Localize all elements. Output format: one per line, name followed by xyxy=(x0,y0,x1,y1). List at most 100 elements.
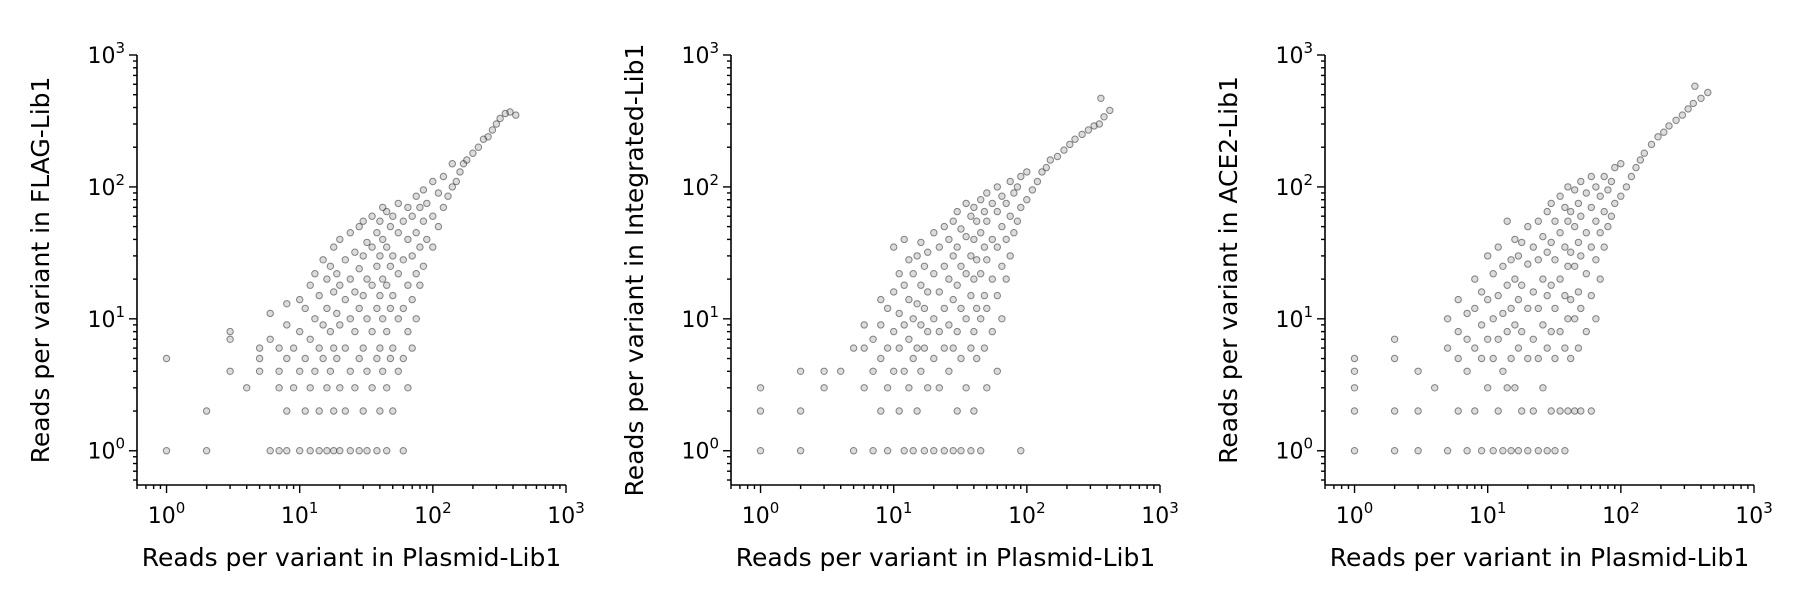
data-point xyxy=(900,321,908,329)
x-tick-label: 103 xyxy=(1735,499,1773,529)
data-point xyxy=(1587,291,1596,300)
data-point xyxy=(1503,281,1511,289)
data-point xyxy=(1611,199,1619,208)
data-point xyxy=(1571,186,1579,194)
data-point xyxy=(1443,344,1452,352)
data-point xyxy=(306,335,314,343)
data-point xyxy=(913,407,921,415)
data-point xyxy=(452,177,460,186)
data-point xyxy=(346,275,354,283)
data-point xyxy=(379,235,387,244)
x-tick-label: 101 xyxy=(1469,499,1507,529)
data-point xyxy=(983,304,991,313)
data-point xyxy=(913,344,921,352)
data-point xyxy=(469,149,477,157)
data-point xyxy=(301,354,309,363)
data-point xyxy=(399,354,407,363)
x-tick-label: 102 xyxy=(1602,499,1640,529)
data-point xyxy=(988,327,996,336)
data-point xyxy=(1561,291,1569,300)
data-point xyxy=(408,344,416,352)
data-point xyxy=(1543,248,1551,256)
scatter-panel-1: 100 101 102 103 100 101 102 103 Reads per varian… xyxy=(26,39,585,572)
data-point xyxy=(1390,354,1399,363)
data-point xyxy=(998,222,1006,231)
data-point xyxy=(935,288,943,296)
data-point xyxy=(1564,217,1572,225)
data-point xyxy=(924,327,932,336)
x-tick-label: 101 xyxy=(281,499,319,529)
data-point xyxy=(877,295,885,304)
data-point xyxy=(980,291,989,300)
data-point xyxy=(1431,384,1439,392)
data-point xyxy=(1507,256,1515,264)
data-point xyxy=(1507,304,1515,313)
data-point xyxy=(1564,315,1572,323)
y-tick-label: 102 xyxy=(681,171,719,201)
data-point xyxy=(905,335,913,343)
data-point xyxy=(957,447,965,455)
data-point xyxy=(389,252,397,260)
data-point xyxy=(973,304,981,313)
data-point xyxy=(386,222,395,231)
data-point xyxy=(1539,275,1547,283)
data-point xyxy=(973,256,981,264)
data-point xyxy=(368,384,376,392)
data-point xyxy=(319,321,327,329)
data-point xyxy=(890,243,898,251)
data-point xyxy=(315,447,323,455)
data-point xyxy=(1463,335,1471,343)
data-point xyxy=(1551,354,1559,363)
data-point xyxy=(368,327,376,336)
data-point xyxy=(399,304,407,313)
data-point xyxy=(895,407,903,415)
data-point xyxy=(416,243,424,251)
y-tick-label: 100 xyxy=(1275,435,1313,465)
data-point xyxy=(1529,288,1538,296)
data-point xyxy=(1539,321,1547,329)
data-point xyxy=(1600,243,1608,251)
data-point xyxy=(1494,335,1502,343)
data-point xyxy=(1100,113,1108,121)
data-point xyxy=(341,407,349,415)
data-point xyxy=(1596,229,1604,237)
data-point xyxy=(998,192,1006,200)
data-point xyxy=(1640,149,1649,157)
data-point xyxy=(326,367,335,375)
data-point xyxy=(1622,183,1631,191)
data-point xyxy=(953,207,961,216)
data-point xyxy=(341,256,349,264)
data-point xyxy=(1587,203,1596,212)
data-point xyxy=(488,126,497,134)
data-point xyxy=(351,248,359,256)
data-point xyxy=(1503,327,1511,336)
data-point xyxy=(998,262,1006,270)
data-point xyxy=(1494,407,1502,415)
data-point xyxy=(283,321,291,329)
data-point xyxy=(967,344,975,352)
data-point xyxy=(900,447,908,455)
data-point xyxy=(1390,335,1399,343)
data-point xyxy=(1518,281,1526,289)
data-point xyxy=(359,407,367,415)
data-point xyxy=(1672,116,1680,125)
data-point xyxy=(363,238,371,247)
data-point xyxy=(924,248,932,256)
data-point xyxy=(1556,192,1564,200)
data-point xyxy=(1564,407,1572,415)
data-point xyxy=(1507,354,1515,363)
data-point xyxy=(1414,407,1422,415)
data-point xyxy=(1066,140,1074,149)
data-point xyxy=(1499,367,1507,375)
data-point xyxy=(275,447,283,455)
data-point xyxy=(355,265,363,273)
data-point xyxy=(983,217,991,225)
data-point xyxy=(1571,262,1579,270)
data-point xyxy=(945,367,953,375)
data-point xyxy=(1471,304,1479,313)
data-point xyxy=(341,344,349,352)
data-point xyxy=(368,212,376,220)
data-point xyxy=(1095,120,1104,128)
data-point xyxy=(1017,203,1025,212)
data-point xyxy=(924,384,932,392)
